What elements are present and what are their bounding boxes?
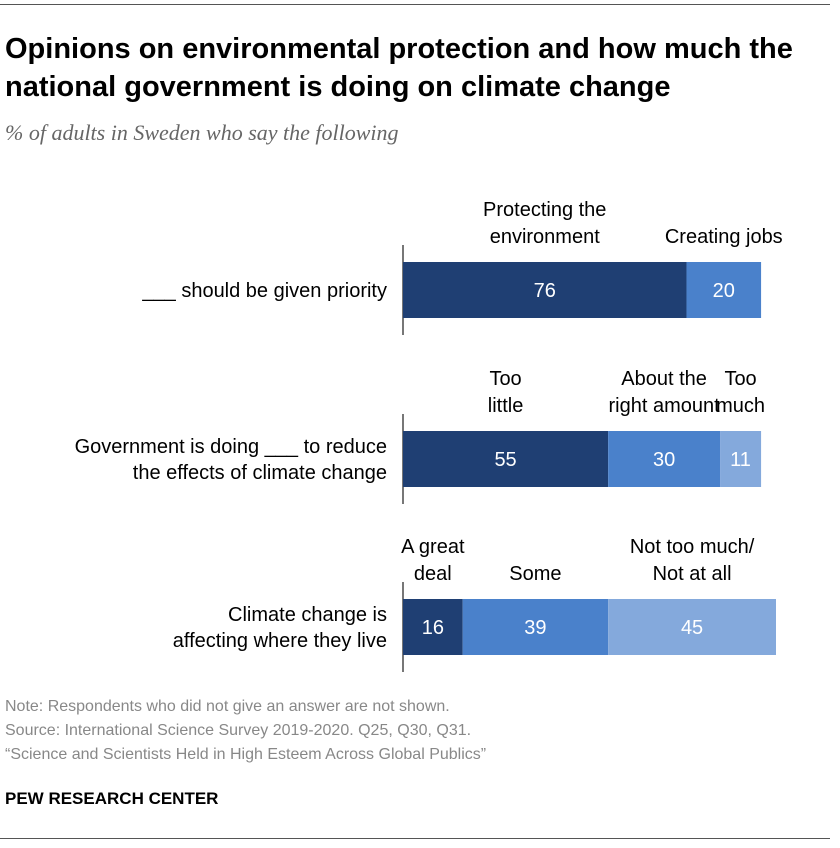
report-line: “Science and Scientists Held in High Est… — [5, 746, 487, 763]
segment-label: Too — [489, 368, 521, 390]
value-label: 30 — [653, 449, 675, 471]
segment-label: Too — [724, 368, 756, 390]
chart-subtitle: % of adults in Sweden who say the follow… — [5, 120, 399, 145]
bar-segment — [403, 599, 463, 655]
value-label: 55 — [494, 449, 516, 471]
segment-label: Some — [509, 563, 561, 585]
bar-segment — [608, 431, 721, 487]
value-label: 20 — [713, 280, 735, 302]
row-label: Climate change is — [228, 604, 387, 626]
bar-segment — [403, 431, 609, 487]
segment-label: right amount — [609, 395, 721, 417]
row-label: affecting where they live — [173, 630, 387, 652]
segment-label: A great — [401, 536, 465, 558]
segment-label: About the — [621, 368, 707, 390]
stacked-bar-chart: ___ should be given priority 76 Protecting… — [75, 199, 783, 672]
segment-label: Creating jobs — [665, 226, 783, 248]
notes: Note: Respondents who did not give an an… — [5, 695, 486, 767]
top-rule — [0, 4, 830, 5]
bar-segment — [403, 262, 687, 318]
chart-title: Opinions on environmental protection and… — [5, 33, 793, 103]
value-label: 11 — [730, 449, 751, 471]
segment-label: Not at all — [653, 563, 732, 585]
segment-label: environment — [490, 226, 601, 248]
segment-label: Protecting the — [483, 199, 606, 221]
bottom-rule — [0, 838, 830, 839]
row-label: the effects of climate change — [133, 462, 387, 484]
segment-label: little — [488, 395, 524, 417]
value-label: 76 — [534, 280, 556, 302]
segment-label: Not too much/ — [630, 536, 755, 558]
bar-segment — [720, 431, 762, 487]
bar-segment — [686, 262, 762, 318]
brand-logo-text: PEW RESEARCH CENTER — [5, 789, 219, 808]
bar-segment — [608, 599, 776, 655]
segment-label: much — [716, 395, 765, 417]
bar-segment — [462, 599, 609, 655]
value-label: 45 — [681, 617, 703, 639]
row-label: ___ should be given priority — [141, 280, 387, 302]
value-label: 16 — [422, 617, 444, 639]
note-line: Note: Respondents who did not give an an… — [5, 698, 450, 715]
segment-label: deal — [414, 563, 452, 585]
value-label: 39 — [524, 617, 546, 639]
source-line: Source: International Science Survey 201… — [5, 722, 472, 739]
row-label: Government is doing ___ to reduce — [75, 436, 387, 458]
